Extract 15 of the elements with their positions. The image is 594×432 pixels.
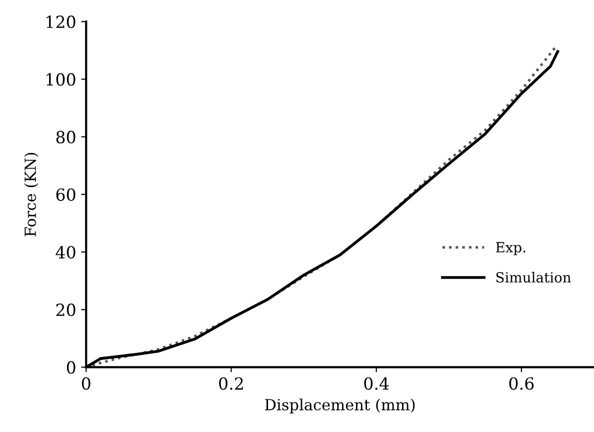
x-tick-label: 0 bbox=[82, 377, 90, 390]
y-tick-label: 100 bbox=[46, 73, 76, 86]
legend-label: Simulation bbox=[496, 272, 571, 283]
y-axis-title: Force (KN) bbox=[24, 152, 38, 236]
x-tick-label: 0.2 bbox=[219, 377, 243, 390]
y-tick-label: 120 bbox=[46, 16, 76, 28]
x-tick-label: 0.4 bbox=[364, 377, 389, 390]
y-tick-label: 80 bbox=[56, 130, 76, 144]
y-tick-label: 0 bbox=[66, 361, 76, 374]
y-tick-label: 20 bbox=[56, 304, 76, 316]
y-tick-label: 40 bbox=[56, 246, 76, 259]
legend-label: Exp. bbox=[496, 242, 526, 256]
y-tick-label: 60 bbox=[56, 188, 76, 201]
x-tick-label: 0.6 bbox=[509, 377, 534, 390]
x-axis-title: Displacement (mm) bbox=[265, 398, 415, 414]
